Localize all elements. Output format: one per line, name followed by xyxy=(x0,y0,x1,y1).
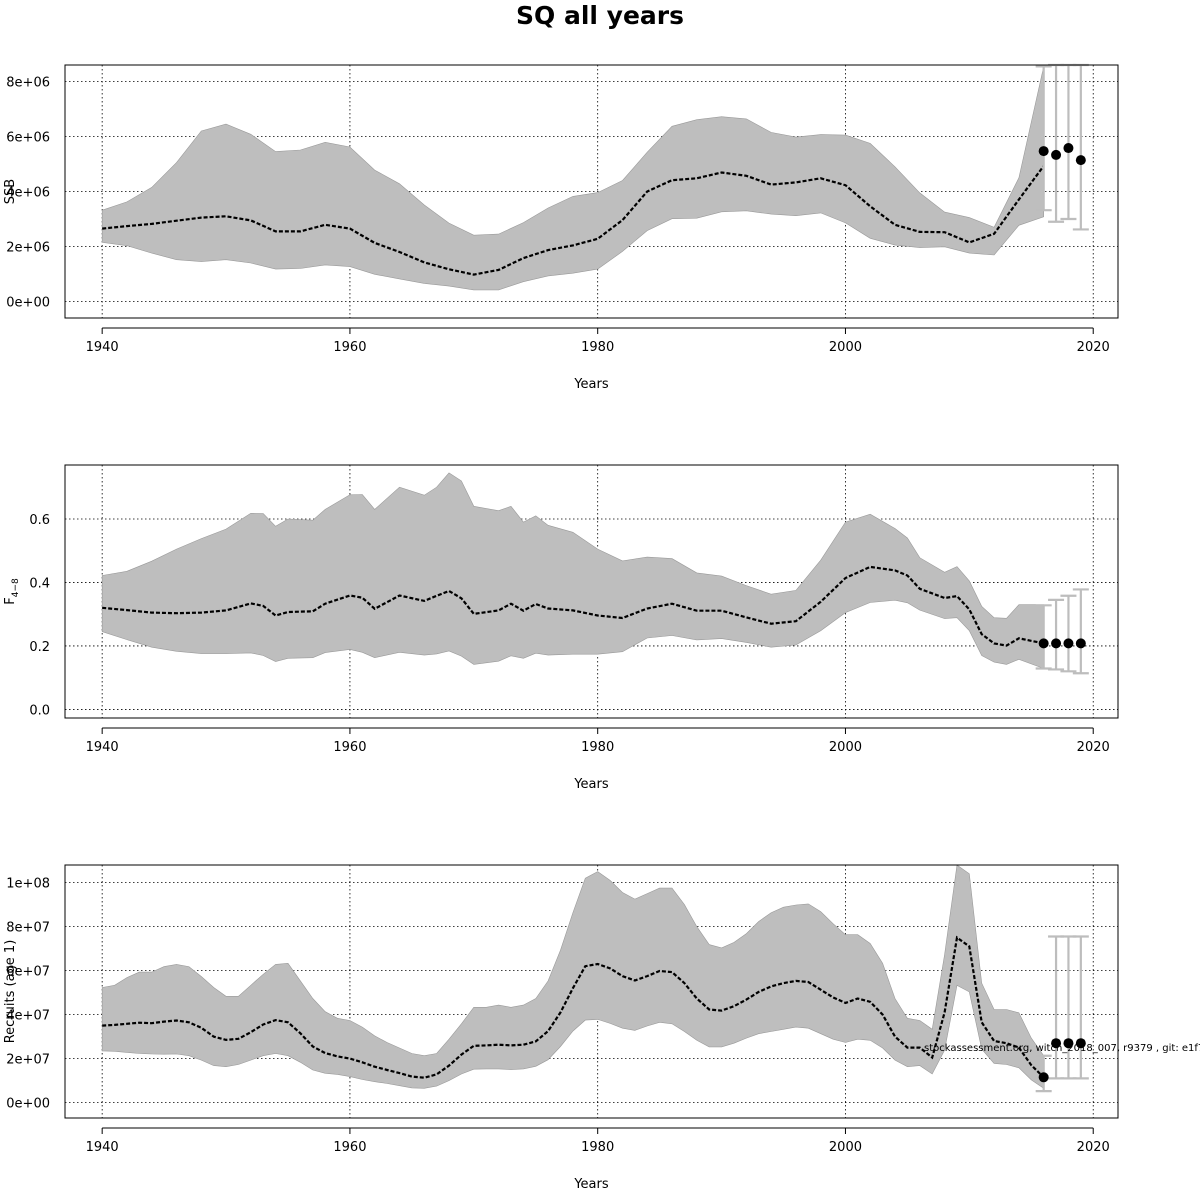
estimate-line xyxy=(102,165,1045,276)
forecast-point xyxy=(1038,1072,1049,1083)
y-tick-label: 0e+00 xyxy=(6,296,50,311)
estimate-line xyxy=(102,565,1044,647)
y-tick-label: 4e+07 xyxy=(6,1009,50,1024)
forecast-point xyxy=(1075,638,1086,649)
forecast-point xyxy=(1075,155,1086,166)
x-tick-label: 2020 xyxy=(1077,340,1110,355)
y-tick-label: 6e+06 xyxy=(6,131,50,146)
figure-title: SQ all years xyxy=(516,1,684,30)
forecast-point xyxy=(1038,638,1049,649)
y-tick-label: 0.4 xyxy=(29,576,50,591)
y-axis-label: Recruits (age 1) xyxy=(3,940,18,1044)
confidence-band xyxy=(101,66,1044,291)
plot-frame xyxy=(64,864,1119,1119)
x-tick-label: 1980 xyxy=(581,740,614,755)
plot-frame xyxy=(64,464,1119,719)
confidence-band xyxy=(101,472,1044,669)
x-tick-label: 2020 xyxy=(1077,1140,1110,1155)
panel-2: 1940 1960 1980 2000 2020 Years 0.0 0.2 0.4 0.6 F4−… xyxy=(3,464,1119,792)
forecast-point xyxy=(1051,638,1062,649)
forecast-point xyxy=(1063,1038,1074,1049)
forecast-point xyxy=(1051,1038,1062,1049)
x-tick-label: 1980 xyxy=(581,1140,614,1155)
x-tick-label: 1980 xyxy=(581,340,614,355)
x-tick-label: 1960 xyxy=(333,740,366,755)
y-tick-label: 8e+06 xyxy=(6,76,50,91)
forecast-point xyxy=(1063,638,1074,649)
panel-1: 1940 1960 1980 2000 2020 Years 0e+00 2e+06 4e+06… xyxy=(3,63,1119,392)
x-tick-label: 2020 xyxy=(1077,740,1110,755)
y-tick-label: 4e+06 xyxy=(6,186,50,201)
source-annotation: stockassessment.org, witch_2018_007, r93… xyxy=(924,1043,1200,1054)
forecast-point xyxy=(1075,1038,1086,1049)
forecast-point xyxy=(1063,143,1074,154)
y-tick-label: 2e+07 xyxy=(6,1053,50,1068)
x-tick-label: 1960 xyxy=(333,1140,366,1155)
y-axis-label-subscript: 4−8 xyxy=(11,578,21,597)
x-tick-label: 1940 xyxy=(86,740,119,755)
x-axis-label: Years xyxy=(573,777,609,792)
x-axis-label: Years xyxy=(573,1177,609,1192)
forecast-point xyxy=(1051,149,1062,160)
y-axis-label: F4−8 xyxy=(3,578,21,605)
y-tick-label: 2e+06 xyxy=(6,241,50,256)
x-tick-label: 2000 xyxy=(829,740,862,755)
x-tick-label: 1960 xyxy=(333,340,366,355)
y-tick-label: 6e+07 xyxy=(6,965,50,980)
y-axis-label: SSB xyxy=(3,179,18,204)
forecast-point xyxy=(1038,146,1049,157)
x-tick-label: 1940 xyxy=(86,1140,119,1155)
y-tick-label: 0.0 xyxy=(29,703,50,718)
y-tick-label: 8e+07 xyxy=(6,921,50,936)
confidence-band xyxy=(101,864,1044,1089)
y-tick-label: 0.6 xyxy=(29,513,50,528)
x-tick-label: 2000 xyxy=(829,1140,862,1155)
x-axis-label: Years xyxy=(573,377,609,392)
y-tick-label: 0.2 xyxy=(29,640,50,655)
x-tick-label: 2000 xyxy=(829,340,862,355)
y-tick-label: 1e+08 xyxy=(6,877,50,892)
estimate-line xyxy=(102,935,1045,1079)
panel-3: 1940 1960 1980 2000 2020 Years 0e+00 2e+07 4e+07… xyxy=(3,864,1119,1192)
x-tick-label: 1940 xyxy=(86,340,119,355)
plot-frame xyxy=(64,64,1119,319)
y-tick-label: 0e+00 xyxy=(6,1097,50,1112)
